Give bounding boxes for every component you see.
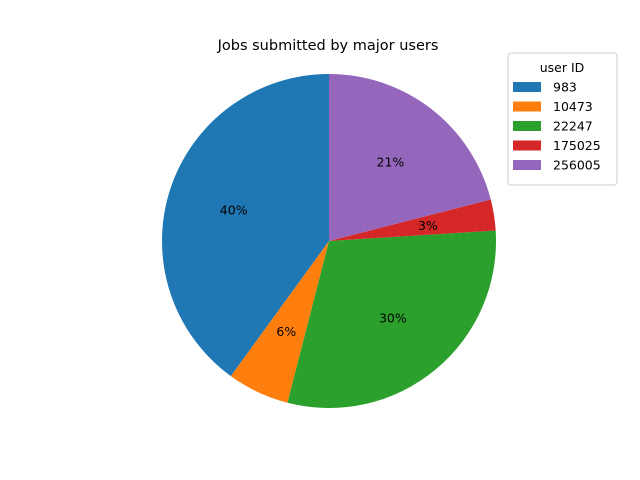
legend-swatch-22247: [513, 121, 541, 131]
legend-swatch-256005: [513, 160, 541, 170]
pie-slices: [162, 74, 497, 408]
legend-label-10473: 10473: [553, 99, 593, 114]
pie-percent-labels: 40% 6% 30% 3% 21%: [220, 154, 438, 339]
chart-title: Jobs submitted by major users: [217, 38, 439, 54]
pie-slice-175025: [329, 199, 496, 241]
pie-slice-256005: [329, 74, 491, 241]
pie-label-983: 40%: [220, 203, 248, 218]
pie-label-22247: 30%: [379, 311, 407, 326]
legend-label-175025: 175025: [553, 138, 601, 153]
pie-label-10473: 6%: [276, 324, 296, 339]
pie-label-256005: 21%: [377, 154, 405, 169]
pie-label-175025: 3%: [418, 218, 438, 233]
pie-slice-22247: [287, 230, 497, 408]
legend-label-256005: 256005: [553, 158, 601, 173]
legend-title: user ID: [540, 60, 585, 75]
legend-label-983: 983: [553, 80, 577, 95]
pie-slice-983: [162, 74, 329, 377]
legend-swatch-175025: [513, 140, 541, 151]
legend-items: 983 10473 22247 175025 256005: [513, 80, 601, 173]
legend: user ID 983 10473 22247 175025 256005: [507, 52, 618, 186]
legend-swatch-10473: [513, 101, 541, 112]
pie-slice-10473: [230, 241, 329, 403]
legend-label-22247: 22247: [553, 119, 593, 134]
legend-swatch-983: [513, 82, 541, 92]
